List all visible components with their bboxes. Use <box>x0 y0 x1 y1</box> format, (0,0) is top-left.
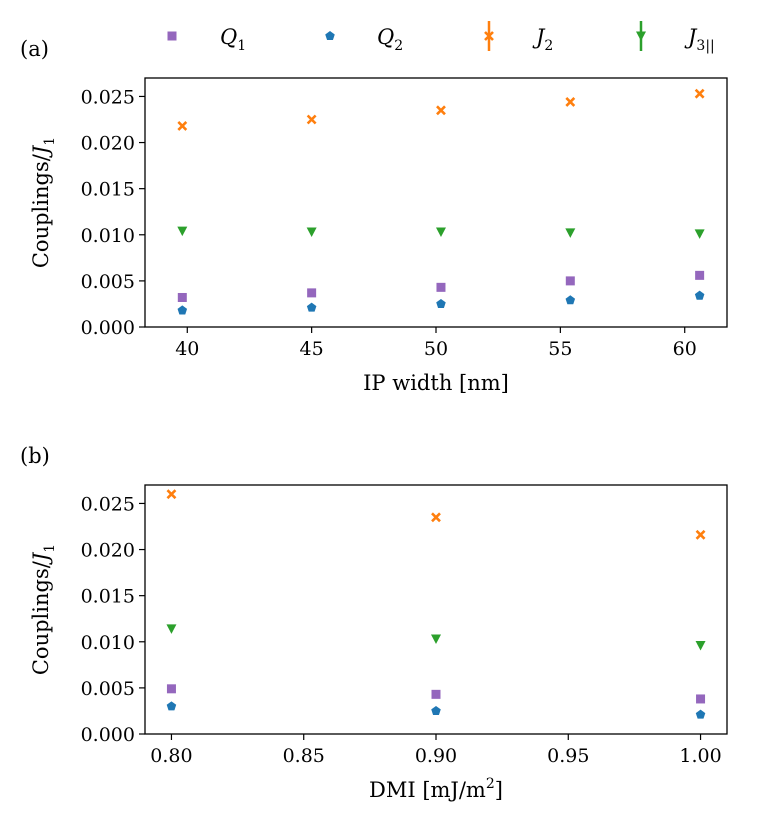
panel-b-xtick-label: 1.00 <box>679 745 721 767</box>
panel-b-ytick-label: 0.020 <box>81 540 135 562</box>
panel-b-label: (b) <box>20 444 50 468</box>
panel-a-point-q1-4 <box>565 276 575 286</box>
legend-label-2: Q2 <box>377 25 403 54</box>
legend-marker-4 <box>636 21 646 51</box>
panel-a-point-q1-5 <box>695 270 705 280</box>
panel-a-xlabel: IP width [nm] <box>363 371 509 395</box>
panel-a-point-q2-2 <box>306 302 317 312</box>
panel-a-ylabel: Couplings/J1 <box>29 137 58 268</box>
panel-b-xtick-label: 0.85 <box>283 745 325 767</box>
panel-b-xtick-label: 0.95 <box>547 745 589 767</box>
panel-a-xtick-label: 45 <box>300 338 324 360</box>
panel-a-point-q1-3 <box>436 282 446 292</box>
panel-b-point-j2-3 <box>695 529 706 540</box>
panel-b-point-j3parpar-3 <box>695 640 706 651</box>
panel-a-point-q2-5 <box>694 290 705 300</box>
panel-a-point-q2-1 <box>177 305 188 315</box>
panel-a-point-j2-3 <box>436 105 446 116</box>
panel-a-ytick-label: 0.005 <box>81 271 135 293</box>
panel-a-point-j2-2 <box>306 114 317 125</box>
legend-label-4: J3|| <box>684 25 715 54</box>
panel-a-ytick-label: 0.000 <box>81 317 135 339</box>
panel-a-point-j3parpar-3 <box>435 227 446 238</box>
panel-a-ytick-label: 0.010 <box>81 225 135 247</box>
panel-a-ytick-label: 0.020 <box>81 133 135 155</box>
panel-a-point-j3parpar-4 <box>565 228 576 238</box>
panel-b-ylabel: Couplings/J1 <box>29 544 58 675</box>
panel-a-label: (a) <box>20 37 49 61</box>
panel-a-xtick-label: 55 <box>548 338 572 360</box>
panel-b-point-q1-2 <box>431 689 441 699</box>
panel-b-ytick-label: 0.005 <box>81 678 135 700</box>
panel-a-point-j2-4 <box>565 97 576 107</box>
panel-b-point-q2-1 <box>166 701 177 711</box>
panel-a-ytick-label: 0.015 <box>81 179 135 201</box>
legend: Q1 Q2 J2 J3|| <box>167 21 715 54</box>
panel-b-xtick-label: 0.80 <box>150 745 192 767</box>
panel-b-point-j3parpar-2 <box>431 634 441 645</box>
panel-a-xtick-label: 50 <box>424 338 448 360</box>
panel-b-xtick-label: 0.90 <box>415 745 457 767</box>
panel-a-xtick-label: 40 <box>175 338 199 360</box>
panel-a-point-q1-2 <box>307 288 317 298</box>
panel-b-point-j2-2 <box>431 512 441 523</box>
panel-a-xtick-label: 60 <box>673 338 697 360</box>
panel-b-xlabel: DMI [mJ/m2] <box>369 776 503 802</box>
panel-a-point-q2-3 <box>436 298 446 308</box>
panel-b-point-q2-2 <box>431 705 441 715</box>
legend-marker-1 <box>167 31 177 41</box>
panel-a-ytick-label: 0.025 <box>81 86 135 108</box>
panel-a-point-j3parpar-5 <box>694 229 705 239</box>
panel-b-point-q2-3 <box>695 709 706 719</box>
legend-marker-2 <box>325 31 335 41</box>
panel-b-point-q1-3 <box>696 694 706 704</box>
panel-a-axes-frame <box>144 77 728 328</box>
panel-a-point-j2-5 <box>694 88 705 99</box>
panel-b-ytick-label: 0.025 <box>81 493 135 515</box>
panel-b-ytick-label: 0.010 <box>81 632 135 654</box>
panel-a-point-q1-1 <box>177 292 187 302</box>
panel-b-point-j2-1 <box>166 489 177 500</box>
panel-b-ytick-label: 0.000 <box>81 724 135 746</box>
panel-b-point-j3parpar-1 <box>166 624 177 634</box>
panel-a-point-j3parpar-1 <box>177 226 188 237</box>
legend-marker-3 <box>484 21 494 51</box>
panel-a-point-j3parpar-2 <box>306 227 317 238</box>
panel-b: (b) 0.80 0.85 0.90 0.95 1.00 0.000 0.005 0.010 0.… <box>20 444 728 802</box>
panel-a-point-q2-4 <box>565 295 576 305</box>
panel-b-ytick-label: 0.015 <box>81 586 135 608</box>
panel-a: (a) 40 45 50 55 60 0.000 0.005 0.010 0.015 0.020 0.… <box>20 37 728 395</box>
legend-label-3: J2 <box>532 25 553 54</box>
legend-label-1: Q1 <box>220 25 246 54</box>
panel-a-point-j2-1 <box>177 121 188 131</box>
panel-b-point-q1-1 <box>166 684 176 694</box>
